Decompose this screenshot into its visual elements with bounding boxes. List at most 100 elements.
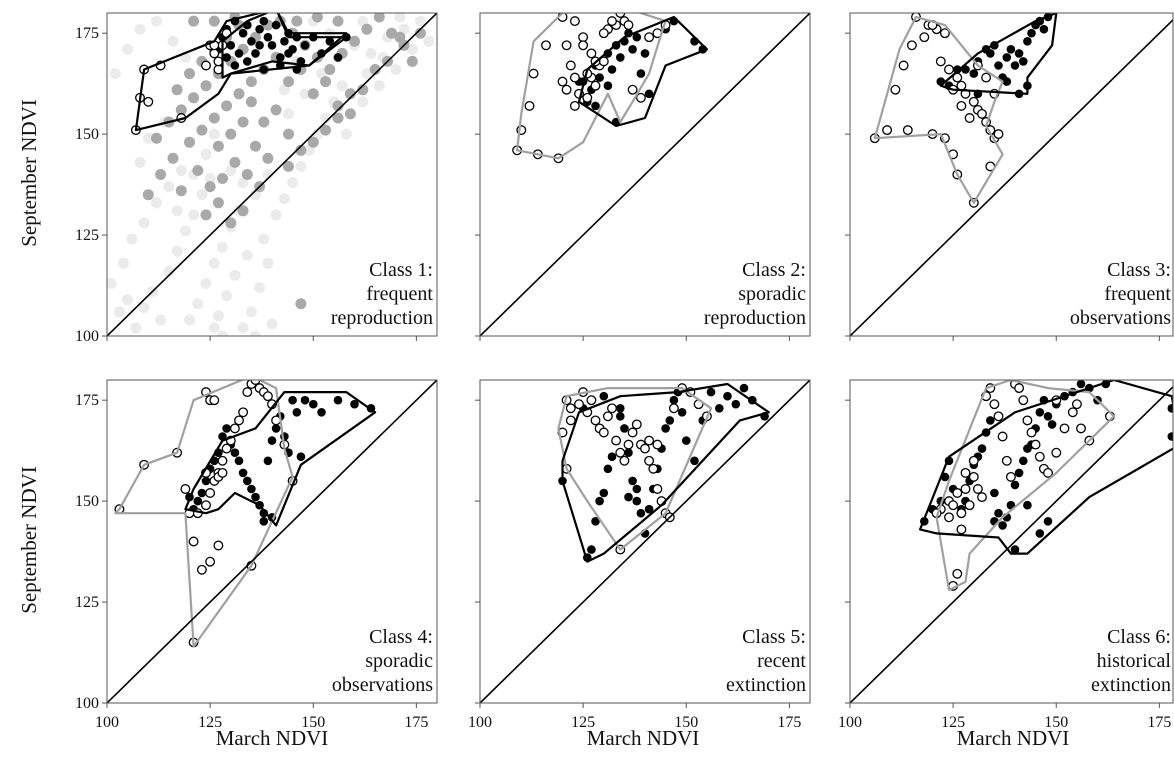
point-open-marker — [652, 484, 663, 494]
point-mid-marker — [250, 140, 261, 152]
point-filled-marker — [1076, 380, 1086, 389]
point-mid-marker — [237, 116, 249, 128]
y-axis-label-top: September NDVI — [17, 99, 41, 247]
point-mid-marker — [188, 15, 200, 27]
class-label-line: historical — [1097, 650, 1172, 672]
point-light-marker — [283, 108, 294, 120]
point-open-marker — [997, 431, 1008, 442]
point-open-marker — [586, 48, 597, 59]
point-filled-marker — [1019, 456, 1028, 466]
point-filled-marker — [1043, 517, 1053, 526]
hull-black-outline — [561, 382, 770, 563]
plot-frame-3 — [849, 12, 1174, 337]
point-filled-marker — [271, 20, 281, 30]
point-open-marker — [217, 455, 228, 466]
point-filled-marker — [690, 456, 699, 466]
one-to-one-line — [850, 18, 1173, 336]
point-filled-marker — [669, 395, 679, 405]
x-axis-label-3: March NDVI — [957, 726, 1070, 750]
point-mid-marker — [332, 100, 344, 112]
point-light-marker — [163, 265, 175, 277]
point-mid-marker — [188, 92, 200, 104]
point-filled-marker — [616, 412, 625, 421]
point-open-marker — [619, 455, 630, 466]
point-open-marker — [948, 500, 959, 511]
point-filled-marker — [603, 49, 613, 58]
point-filled-marker — [620, 424, 629, 433]
point-open-marker — [972, 484, 983, 494]
point-filled-marker — [1002, 53, 1012, 62]
point-mid-marker — [357, 84, 369, 96]
point-open-marker — [981, 72, 992, 83]
point-light-marker — [134, 23, 146, 35]
point-mid-marker — [204, 181, 216, 193]
point-filled-marker — [234, 49, 244, 58]
point-mid-marker — [221, 100, 233, 112]
point-open-marker — [209, 395, 220, 406]
point-filled-marker — [636, 69, 646, 78]
plot-area-6 — [850, 380, 1173, 703]
class-label-line: reproduction — [331, 307, 433, 329]
point-filled-marker — [1010, 61, 1020, 70]
point-open-marker — [993, 411, 1004, 422]
point-light-marker — [217, 241, 228, 253]
point-filled-marker — [632, 484, 642, 494]
point-open-marker — [1030, 439, 1041, 450]
x-tick-label: 100 — [468, 714, 492, 731]
point-open-marker — [180, 484, 191, 494]
point-filled-marker — [193, 496, 203, 506]
point-light-marker — [320, 112, 332, 124]
point-filled-marker — [624, 492, 633, 502]
point-open-marker — [644, 435, 655, 446]
point-light-marker — [258, 233, 270, 245]
point-light-marker — [196, 189, 208, 201]
class-label-line: recent — [757, 650, 806, 672]
point-filled-marker — [197, 488, 207, 498]
class-label-line: observations — [332, 674, 433, 696]
point-filled-marker — [603, 464, 613, 474]
point-filled-marker — [587, 545, 596, 554]
point-mid-marker — [311, 13, 323, 23]
point-mid-marker — [394, 31, 406, 43]
point-filled-marker — [271, 424, 281, 433]
point-light-marker — [138, 302, 150, 314]
point-filled-marker — [238, 468, 248, 478]
point-open-marker — [635, 92, 646, 103]
point-open-marker — [205, 488, 216, 498]
point-light-marker — [200, 278, 212, 289]
point-light-marker — [167, 35, 179, 47]
point-filled-marker — [1035, 408, 1045, 417]
point-open-marker — [578, 32, 589, 43]
point-light-marker — [270, 209, 282, 221]
point-mid-marker — [245, 76, 257, 88]
point-filled-marker — [953, 65, 962, 74]
point-light-marker — [394, 13, 406, 23]
point-mid-marker — [200, 80, 212, 92]
point-filled-marker — [632, 32, 642, 42]
point-open-marker — [623, 439, 634, 450]
point-light-marker — [142, 132, 154, 144]
plot-area-2 — [480, 13, 810, 336]
point-filled-marker — [255, 24, 264, 34]
point-filled-marker — [665, 416, 675, 425]
point-light-marker — [365, 47, 377, 59]
point-light-marker — [122, 43, 134, 55]
point-open-marker — [1071, 399, 1082, 410]
point-filled-marker — [350, 399, 359, 409]
class-label-line: sporadic — [365, 650, 433, 672]
point-filled-marker — [591, 101, 600, 111]
point-open-marker — [1051, 447, 1062, 458]
point-filled-marker — [280, 37, 289, 46]
point-light-marker — [204, 173, 216, 184]
point-filled-marker — [243, 476, 252, 486]
point-mid-marker — [233, 88, 245, 100]
point-light-marker — [188, 209, 200, 221]
hull-black-outline — [221, 13, 348, 79]
point-filled-marker — [624, 448, 633, 458]
point-light-marker — [113, 306, 125, 318]
point-open-marker — [586, 395, 597, 406]
point-filled-marker — [1019, 57, 1028, 66]
point-mid-marker — [295, 144, 307, 156]
